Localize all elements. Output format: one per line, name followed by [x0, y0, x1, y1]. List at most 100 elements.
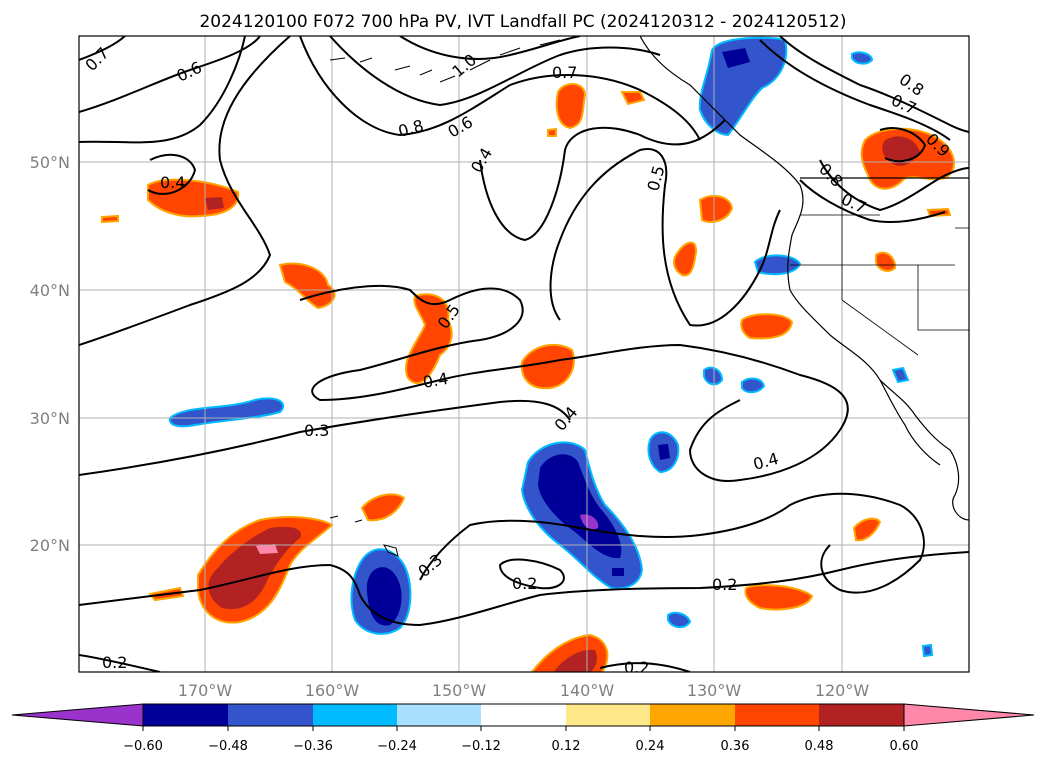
fill-region	[851, 51, 874, 65]
colorbar-label: −0.36	[293, 739, 333, 754]
lon-label: 150°W	[432, 681, 487, 700]
contour-line	[329, 36, 661, 107]
contour-line	[79, 551, 969, 627]
colorbar-label: −0.12	[461, 739, 501, 754]
contour-label: 0.2	[712, 575, 737, 594]
lat-label: 50°N	[30, 153, 70, 172]
contour-line	[79, 36, 261, 113]
colorbar-segment	[397, 704, 481, 726]
fill-region	[740, 313, 794, 340]
pv-anomaly-fills	[101, 36, 955, 672]
fill-region	[703, 366, 724, 386]
colorbar-segment	[735, 704, 819, 726]
fill-region	[366, 567, 402, 626]
contour-line	[299, 284, 849, 482]
fill-region	[555, 83, 587, 130]
map-frame	[78, 35, 970, 673]
contour-line	[479, 119, 726, 242]
colorbar-label: 0.12	[552, 739, 581, 754]
fill-region	[360, 493, 406, 522]
contour-label: 0.3	[304, 421, 329, 440]
lat-label: 30°N	[30, 409, 70, 428]
contour-label: 0.4	[421, 369, 449, 392]
border-states	[790, 178, 969, 356]
coastline-aleutians	[329, 39, 561, 83]
lat-label: 40°N	[30, 281, 70, 300]
lon-label: 170°W	[178, 681, 233, 700]
fill-region	[926, 207, 952, 218]
fill-region	[741, 377, 766, 394]
contour-line	[549, 148, 781, 327]
contour-line	[79, 399, 571, 476]
fill-region	[698, 36, 788, 137]
contour-line	[759, 39, 951, 141]
fill-region	[256, 544, 278, 554]
fill-region	[891, 366, 910, 384]
colorbar-segment	[481, 704, 566, 726]
colorbar-tick-labels: −0.60 −0.48 −0.36 −0.24 −0.12 0.12 0.24 …	[123, 739, 918, 754]
fill-region	[852, 517, 882, 542]
pv-contours	[79, 36, 969, 672]
colorbar-label: −0.60	[123, 739, 163, 754]
figure-title: 2024120100 F072 700 hPa PV, IVT Landfall…	[199, 12, 846, 32]
fill-region	[101, 214, 119, 224]
lon-label: 130°W	[687, 681, 742, 700]
fill-region	[620, 91, 646, 106]
colorbar-segment	[228, 704, 313, 726]
lon-label: 120°W	[815, 681, 870, 700]
coastlines	[329, 36, 969, 557]
contour-line	[419, 492, 925, 594]
fill-region	[722, 48, 750, 68]
lat-label: 20°N	[30, 536, 70, 555]
colorbar-label: 0.36	[721, 739, 750, 754]
contour-line	[79, 36, 246, 144]
contour-line	[79, 654, 161, 672]
colorbar-frame	[142, 703, 905, 727]
colorbar-label: 0.24	[636, 739, 665, 754]
contour-label: 0.7	[552, 63, 577, 82]
colorbar-ticks	[142, 726, 905, 731]
coastline-hawaii	[329, 515, 399, 557]
map-panel: 0.7 0.6 1.0 0.7 0.8 0.6 0.4 0.5 0.8 0.7 …	[78, 35, 970, 677]
colorbar-label: −0.48	[208, 739, 248, 754]
colorbar-segment	[566, 704, 650, 726]
fill-region	[875, 251, 897, 272]
contour-line	[799, 179, 946, 223]
contour-label: 0.4	[160, 173, 185, 192]
lon-label: 140°W	[560, 681, 615, 700]
fill-region	[405, 293, 453, 385]
colorbar-label: −0.24	[377, 739, 417, 754]
colorbar-extend-min	[11, 703, 144, 727]
fill-region	[612, 568, 624, 576]
colorbar: −0.60 −0.48 −0.36 −0.24 −0.12 0.12 0.24 …	[11, 703, 1035, 754]
fill-region	[555, 649, 597, 672]
fill-region	[168, 397, 285, 428]
colorbar-label: 0.48	[805, 739, 834, 754]
coastline-baja	[879, 379, 941, 466]
contour-line	[299, 36, 701, 141]
contour-line	[399, 36, 581, 60]
lon-label: 160°W	[305, 681, 360, 700]
colorbar-extend-max	[903, 703, 1035, 727]
fill-region	[208, 526, 301, 610]
fill-region	[658, 444, 670, 460]
contour-line	[599, 662, 691, 672]
colorbar-segment	[313, 704, 397, 726]
fill-region	[744, 584, 814, 611]
fill-region	[667, 611, 692, 628]
contour-label: 0.2	[102, 653, 127, 672]
contour-line	[79, 36, 126, 61]
contour-line	[819, 159, 969, 212]
fill-region	[547, 127, 557, 137]
colorbar-segment	[143, 704, 228, 726]
fill-region	[205, 197, 224, 210]
gridlines	[79, 36, 969, 672]
fill-region	[520, 343, 575, 390]
colorbar-segment	[650, 704, 735, 726]
contour-label: 0.2	[624, 658, 649, 677]
longitude-labels: 170°W 160°W 150°W 140°W 130°W 120°W	[178, 681, 870, 700]
contour-line	[147, 153, 197, 195]
colorbar-label: 0.60	[890, 739, 919, 754]
contour-line	[79, 36, 291, 346]
